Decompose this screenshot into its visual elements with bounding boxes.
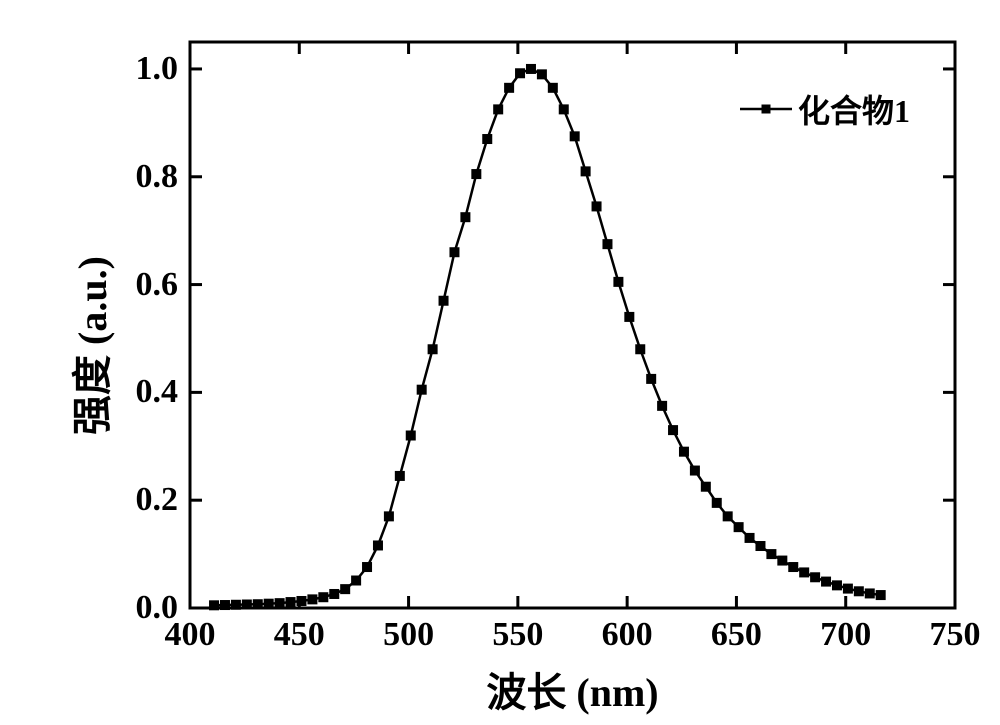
x-tick-label: 700: [811, 616, 881, 654]
y-axis-label: 强度 (a.u.): [60, 256, 118, 435]
x-tick-label: 450: [264, 616, 334, 654]
y-tick-label: 0.8: [136, 158, 179, 196]
x-axis-label: 波长 (nm): [463, 660, 683, 718]
legend: 化合物1: [740, 86, 910, 132]
legend-series-label: 化合物1: [798, 86, 910, 132]
y-tick-label: 0.6: [136, 266, 179, 304]
x-tick-label: 750: [920, 616, 990, 654]
y-tick-label: 0.4: [136, 373, 179, 411]
x-tick-label: 500: [374, 616, 444, 654]
legend-series-marker: [740, 101, 792, 117]
y-tick-label: 0.0: [136, 589, 179, 627]
y-tick-label: 0.2: [136, 481, 179, 519]
x-tick-label: 550: [483, 616, 553, 654]
x-tick-label: 650: [701, 616, 771, 654]
spectrum-chart: 强度 (a.u.) 波长 (nm) 化合物1 40045050055060065…: [0, 0, 1000, 725]
y-tick-label: 1.0: [136, 50, 179, 88]
x-tick-label: 600: [592, 616, 662, 654]
